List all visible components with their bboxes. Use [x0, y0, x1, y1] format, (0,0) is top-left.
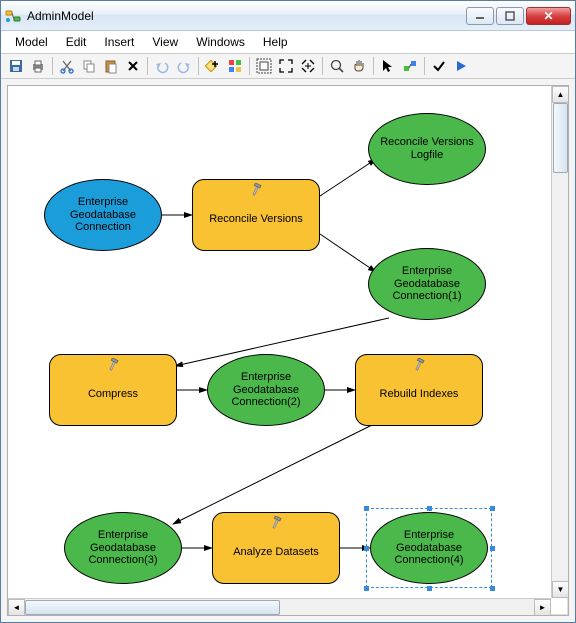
close-button[interactable]: ✕ — [526, 7, 571, 25]
add-icon[interactable] — [202, 55, 224, 77]
menu-insert[interactable]: Insert — [96, 33, 142, 51]
node-n7[interactable]: Rebuild Indexes — [355, 354, 483, 426]
menu-help[interactable]: Help — [255, 33, 296, 51]
node-label: Reconcile Versions Logfile — [373, 136, 481, 161]
delete-icon[interactable] — [122, 55, 144, 77]
pan-icon[interactable] — [348, 55, 370, 77]
model-canvas[interactable]: Enterprise Geodatabase Connection Reconci… — [8, 86, 551, 598]
menubar: Model Edit Insert View Windows Help — [1, 31, 575, 53]
menu-model[interactable]: Model — [7, 33, 56, 51]
vertical-scrollbar[interactable]: ▲ ▼ — [551, 86, 568, 598]
scroll-up-icon[interactable]: ▲ — [552, 86, 569, 103]
scroll-left-icon[interactable]: ◄ — [8, 599, 25, 616]
node-n9[interactable]: Analyze Datasets — [212, 512, 340, 584]
maximize-button[interactable] — [496, 7, 524, 25]
node-n5[interactable]: Compress — [49, 354, 177, 426]
app-icon — [5, 8, 21, 24]
node-label: Reconcile Versions — [209, 213, 303, 226]
redo-icon[interactable] — [173, 55, 195, 77]
zoomin-icon[interactable] — [326, 55, 348, 77]
node-label: Compress — [88, 388, 138, 401]
node-n8[interactable]: Enterprise Geodatabase Connection(3) — [64, 512, 182, 584]
selection-rect — [366, 508, 492, 588]
titlebar: AdminModel ✕ — [1, 1, 575, 31]
menu-windows[interactable]: Windows — [188, 33, 253, 51]
run-icon[interactable] — [450, 55, 472, 77]
node-label: Enterprise Geodatabase Connection — [49, 196, 157, 234]
undo-icon[interactable] — [151, 55, 173, 77]
node-n1[interactable]: Enterprise Geodatabase Connection — [44, 179, 162, 251]
node-label: Enterprise Geodatabase Connection(3) — [69, 529, 177, 567]
hscroll-thumb[interactable] — [25, 600, 280, 615]
node-label: Enterprise Geodatabase Connection(1) — [373, 265, 481, 303]
copy-icon[interactable] — [78, 55, 100, 77]
select-icon[interactable] — [377, 55, 399, 77]
editvariable-icon[interactable] — [399, 55, 421, 77]
selection-handle[interactable] — [427, 586, 432, 591]
scroll-down-icon[interactable]: ▼ — [552, 581, 569, 598]
vscroll-thumb[interactable] — [553, 103, 568, 173]
validate-icon[interactable] — [428, 55, 450, 77]
menu-view[interactable]: View — [144, 33, 186, 51]
cut-icon[interactable] — [56, 55, 78, 77]
minimize-button[interactable] — [466, 7, 494, 25]
selection-handle[interactable] — [364, 506, 369, 511]
node-n2[interactable]: Reconcile Versions — [192, 179, 320, 251]
save-icon[interactable] — [5, 55, 27, 77]
window-title: AdminModel — [27, 9, 466, 23]
node-label: Enterprise Geodatabase Connection(2) — [212, 371, 320, 409]
selection-handle[interactable] — [490, 506, 495, 511]
node-label: Rebuild Indexes — [380, 388, 459, 401]
menu-edit[interactable]: Edit — [58, 33, 95, 51]
node-label: Analyze Datasets — [233, 546, 319, 559]
toolbar — [1, 53, 575, 79]
selection-handle[interactable] — [364, 546, 369, 551]
fullextent-icon[interactable] — [275, 55, 297, 77]
fixedzoom-icon[interactable] — [297, 55, 319, 77]
autolayout-icon[interactable] — [253, 55, 275, 77]
node-n6[interactable]: Enterprise Geodatabase Connection(2) — [207, 354, 325, 426]
selection-handle[interactable] — [490, 546, 495, 551]
horizontal-scrollbar[interactable]: ◄ ► — [8, 598, 551, 615]
print-icon[interactable] — [27, 55, 49, 77]
scroll-right-icon[interactable]: ► — [534, 599, 551, 616]
selection-handle[interactable] — [490, 586, 495, 591]
selection-handle[interactable] — [364, 586, 369, 591]
connect-icon[interactable] — [224, 55, 246, 77]
paste-icon[interactable] — [100, 55, 122, 77]
node-n4[interactable]: Enterprise Geodatabase Connection(1) — [368, 248, 486, 320]
selection-handle[interactable] — [427, 506, 432, 511]
node-n3[interactable]: Reconcile Versions Logfile — [368, 113, 486, 185]
